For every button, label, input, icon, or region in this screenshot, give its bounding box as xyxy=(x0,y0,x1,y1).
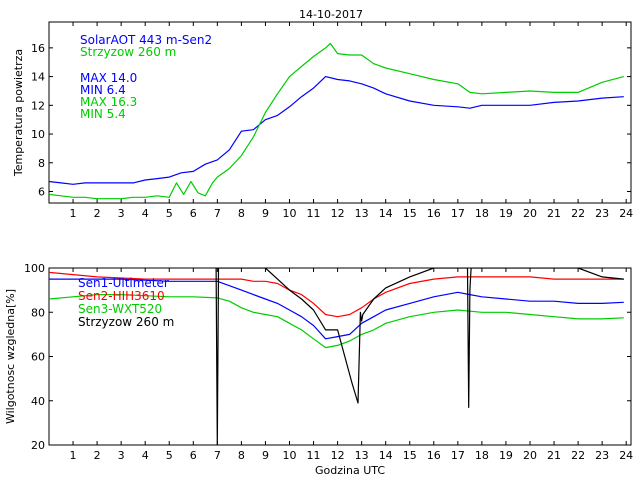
x-tick-label: 16 xyxy=(427,449,441,462)
legend-entry: Strzyzow 260 m xyxy=(78,315,174,329)
x-tick-label: 22 xyxy=(571,207,585,220)
x-tick-label: 9 xyxy=(262,449,269,462)
y-tick-label: 20 xyxy=(31,439,45,452)
x-tick-label: 21 xyxy=(547,449,561,462)
x-tick-label: 18 xyxy=(475,449,489,462)
page-title: 14-10-2017 xyxy=(299,8,363,21)
y-tick-label: 100 xyxy=(24,262,45,275)
x-tick-label: 20 xyxy=(523,449,537,462)
legend-entry: Sen2-HIH3610 xyxy=(78,289,165,303)
series-line-sen3-wxt520 xyxy=(49,294,624,349)
x-tick-label: 18 xyxy=(475,207,489,220)
y-tick-label: 60 xyxy=(31,351,45,364)
x-tick-label: 10 xyxy=(282,207,296,220)
x-tick-label: 15 xyxy=(403,449,417,462)
chart-panel-1: 1 2 3 4 5 6 7 8 9 10 11 12 13 14 15 16 17 18 19 20 21 22 23 246… xyxy=(12,21,633,220)
x-tick-label: 14 xyxy=(379,207,393,220)
x-tick-label: 1 xyxy=(70,207,77,220)
y-tick-label: 6 xyxy=(38,186,45,199)
x-tick-label: 20 xyxy=(523,207,537,220)
x-tick-label: 6 xyxy=(190,207,197,220)
x-tick-label: 5 xyxy=(166,207,173,220)
chart-panel-2: 1 2 3 4 5 6 7 8 9 10 11 12 13 14 15 16 17 18 19 20 21 22 23 242… xyxy=(4,262,633,477)
stat-label: MIN 6.4 xyxy=(80,83,126,97)
legend-entry: Strzyzow 260 m xyxy=(80,45,176,59)
x-tick-label: 11 xyxy=(307,207,321,220)
x-tick-label: 15 xyxy=(403,207,417,220)
x-tick-label: 6 xyxy=(190,449,197,462)
y-tick-label: 40 xyxy=(31,395,45,408)
y-tick-label: 10 xyxy=(31,128,45,141)
x-tick-label: 4 xyxy=(142,449,149,462)
legend-entry: Sen3-WXT520 xyxy=(78,302,162,316)
y-tick-label: 80 xyxy=(31,306,45,319)
x-tick-label: 8 xyxy=(238,207,245,220)
series-line-solaraot-443-m-sen2 xyxy=(49,75,624,185)
legend-entry: SolarAOT 443 m-Sen2 xyxy=(80,33,212,47)
series-line-sen2-hih3610 xyxy=(49,271,624,318)
x-tick-label: 19 xyxy=(499,207,513,220)
x-tick-label: 13 xyxy=(355,449,369,462)
x-tick-label: 4 xyxy=(142,207,149,220)
x-tick-label: 22 xyxy=(571,449,585,462)
x-tick-label: 21 xyxy=(547,207,561,220)
x-tick-label: 3 xyxy=(118,449,125,462)
x-tick-label: 23 xyxy=(595,207,609,220)
x-tick-label: 5 xyxy=(166,449,173,462)
stat-label: MAX 14.0 xyxy=(80,71,137,85)
y-tick-label: 8 xyxy=(38,157,45,170)
x-tick-label: 17 xyxy=(451,207,465,220)
x-tick-label: 16 xyxy=(427,207,441,220)
x-tick-label: 8 xyxy=(238,449,245,462)
x-tick-label: 13 xyxy=(355,207,369,220)
y-tick-label: 16 xyxy=(31,42,45,55)
series-line-strzyzow-260-m xyxy=(49,42,624,200)
y-axis-label: Wilgotnosc wzgledna[%] xyxy=(4,289,17,424)
y-axis-label: Temperatura powietrza xyxy=(12,49,25,177)
x-tick-label: 23 xyxy=(595,449,609,462)
x-tick-label: 19 xyxy=(499,449,513,462)
series-group xyxy=(49,42,624,200)
x-tick-label: 10 xyxy=(282,449,296,462)
x-tick-label: 9 xyxy=(262,207,269,220)
x-tick-label: 2 xyxy=(94,207,101,220)
x-tick-label: 12 xyxy=(331,449,345,462)
x-tick-label: 7 xyxy=(214,449,221,462)
stat-label: MAX 16.3 xyxy=(80,95,137,109)
x-tick-label: 7 xyxy=(214,207,221,220)
x-tick-label: 17 xyxy=(451,449,465,462)
legend-entry: Sen1-Ultimeter xyxy=(78,276,169,290)
plot-frame xyxy=(48,21,632,204)
series-line-strzyzow-260-m xyxy=(215,268,624,445)
series-group xyxy=(49,268,624,445)
x-tick-label: 11 xyxy=(307,449,321,462)
x-tick-label: 24 xyxy=(619,449,633,462)
y-tick-label: 12 xyxy=(31,99,45,112)
x-tick-label: 3 xyxy=(118,207,125,220)
y-tick-label: 14 xyxy=(31,71,45,84)
x-tick-label: 2 xyxy=(94,449,101,462)
x-tick-label: 14 xyxy=(379,449,393,462)
x-tick-label: 12 xyxy=(331,207,345,220)
series-line-sen1-ultimeter xyxy=(49,278,624,340)
x-tick-label: 24 xyxy=(619,207,633,220)
x-axis-label: Godzina UTC xyxy=(315,464,385,477)
x-tick-label: 1 xyxy=(70,449,77,462)
stat-label: MIN 5.4 xyxy=(80,107,126,121)
